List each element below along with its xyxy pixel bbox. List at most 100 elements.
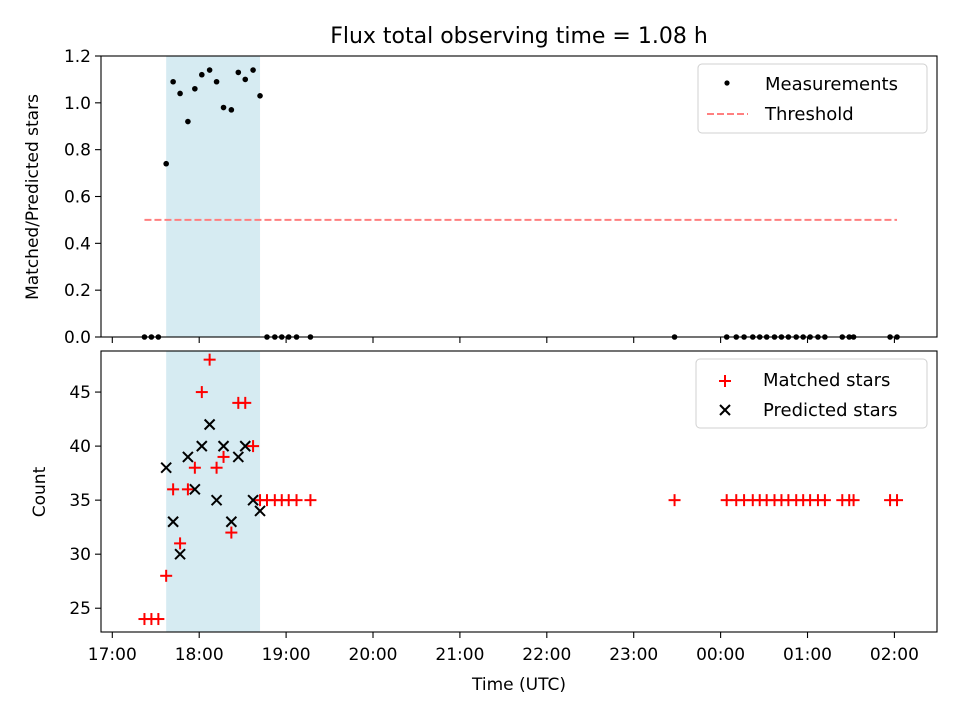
bottom-y-tick-label: 40 bbox=[69, 437, 91, 457]
measurement-point bbox=[242, 76, 249, 83]
bottom-plot-frame bbox=[100, 350, 938, 633]
top-observing-span bbox=[166, 56, 261, 337]
measurement-point bbox=[228, 107, 235, 113]
x-tick-label: 00:00 bbox=[696, 645, 745, 665]
predicted-star-d2 bbox=[225, 516, 238, 528]
predicted-star-d2 bbox=[232, 451, 245, 463]
bottom-observing-span bbox=[166, 351, 261, 632]
predicted-star-point bbox=[182, 451, 194, 463]
matched-star-point bbox=[225, 526, 238, 539]
predicted-star-point bbox=[225, 516, 238, 528]
predicted-star-d2 bbox=[217, 440, 230, 452]
matched-star-point bbox=[217, 450, 230, 463]
top-legend-box bbox=[697, 63, 928, 134]
predicted-star-point bbox=[189, 483, 201, 496]
bottom-data-marks bbox=[138, 353, 904, 626]
measurement-point bbox=[199, 71, 205, 78]
top-y-tick-label: 0.2 bbox=[64, 281, 91, 301]
top-plot-frame bbox=[100, 55, 938, 338]
matched-star-point bbox=[210, 461, 223, 474]
matched-star-point bbox=[891, 494, 904, 507]
predicted-star-d2 bbox=[160, 462, 172, 474]
matched-star-point bbox=[203, 353, 216, 366]
predicted-star-d2 bbox=[203, 418, 216, 431]
bottom-y-axis-label: Count bbox=[30, 466, 50, 517]
bottom-y-tick-label: 25 bbox=[69, 599, 91, 619]
matched-star-point bbox=[152, 613, 165, 626]
matched-star-point bbox=[304, 494, 317, 507]
x-tick-label: 20:00 bbox=[349, 645, 398, 665]
x-tick-label: 19:00 bbox=[262, 645, 311, 665]
matched-star-point bbox=[239, 396, 252, 409]
predicted-star-d2 bbox=[167, 516, 179, 528]
top-y-tick-label: 1.0 bbox=[64, 94, 91, 114]
predicted-star-d2 bbox=[189, 483, 201, 496]
bottom-axis-ticks: 25 30 35 40 45 17:00 18:00 19:00 20:00 21:00 22:00… bbox=[69, 383, 919, 665]
x-tick-label: 02:00 bbox=[870, 645, 919, 665]
top-legend: Measurements Threshold bbox=[697, 63, 928, 134]
measurement-point bbox=[213, 78, 220, 85]
measurement-point bbox=[220, 104, 227, 111]
predicted-star-d2 bbox=[174, 548, 186, 560]
x-tick-label: 17:00 bbox=[88, 645, 137, 665]
predicted-star-point bbox=[239, 440, 251, 452]
legend-predicted-marker bbox=[719, 404, 731, 416]
predicted-star-point bbox=[167, 516, 179, 528]
legend-measurements-marker bbox=[724, 80, 730, 86]
measurement-point bbox=[163, 160, 169, 167]
matched-star-point bbox=[167, 483, 180, 496]
top-y-tick-label: 0.0 bbox=[64, 328, 91, 348]
matched-star-point bbox=[160, 569, 173, 582]
measurement-point bbox=[170, 78, 176, 85]
bottom-y-tick-label: 45 bbox=[69, 383, 91, 403]
measurement-point bbox=[250, 67, 256, 73]
measurement-point bbox=[257, 93, 263, 99]
top-y-axis-label: Matched/Predicted stars bbox=[23, 94, 43, 300]
bottom-y-tick-label: 35 bbox=[69, 491, 91, 511]
predicted-star-point bbox=[217, 440, 230, 452]
matched-star-point bbox=[847, 494, 860, 507]
matched-star-point bbox=[181, 483, 194, 496]
matched-star-point bbox=[247, 440, 260, 453]
x-tick-label: 01:00 bbox=[783, 645, 832, 665]
x-tick-label: 21:00 bbox=[435, 645, 484, 665]
bottom-panel: 25 30 35 40 45 17:00 18:00 19:00 20:00 21:00 22:00… bbox=[30, 350, 938, 695]
top-y-tick-label: 0.6 bbox=[64, 188, 91, 208]
top-y-tick-label: 0.8 bbox=[64, 141, 91, 161]
predicted-star-point bbox=[203, 418, 216, 431]
predicted-star-point bbox=[174, 548, 186, 560]
matched-star-point bbox=[174, 537, 187, 550]
bottom-legend: Matched stars Predicted stars bbox=[695, 358, 928, 429]
matched-star-point bbox=[188, 461, 201, 474]
top-y-tick-label: 0.4 bbox=[64, 234, 91, 254]
predicted-star-d2 bbox=[247, 494, 259, 506]
predicted-star-d2 bbox=[196, 440, 208, 452]
top-y-tick-label: 1.2 bbox=[64, 47, 91, 67]
measurement-point bbox=[235, 69, 242, 76]
measurement-point bbox=[192, 85, 198, 92]
predicted-star-point bbox=[160, 462, 172, 474]
predicted-star-point bbox=[196, 440, 208, 452]
predicted-star-point bbox=[254, 505, 266, 517]
measurement-point bbox=[185, 118, 191, 125]
matched-star-point bbox=[290, 494, 303, 507]
predicted-star-point bbox=[210, 494, 223, 506]
bottom-legend-box bbox=[695, 358, 928, 429]
x-tick-label: 23:00 bbox=[609, 645, 658, 665]
legend-threshold-label: Threshold bbox=[764, 104, 854, 125]
predicted-star-point bbox=[247, 494, 259, 506]
predicted-star-point bbox=[232, 451, 245, 463]
matched-star-point bbox=[818, 494, 831, 507]
measurement-point bbox=[177, 90, 183, 97]
bottom-x-axis-label: Time (UTC) bbox=[471, 675, 566, 695]
top-axis-ticks: 0.0 0.2 0.4 0.6 0.8 1.0 1.2 bbox=[64, 47, 895, 348]
top-panel: 0.0 0.2 0.4 0.6 0.8 1.0 1.2 Matched/Predicted … bbox=[23, 47, 938, 348]
legend-measurements-label: Measurements bbox=[765, 74, 898, 95]
bottom-y-tick-label: 30 bbox=[69, 545, 91, 565]
chart-title: Flux total observing time = 1.08 h bbox=[330, 24, 708, 49]
predicted-star-d2 bbox=[182, 451, 194, 463]
matched-star-point bbox=[668, 494, 681, 507]
predicted-star-d2 bbox=[254, 505, 266, 517]
measurement-point bbox=[206, 67, 213, 73]
